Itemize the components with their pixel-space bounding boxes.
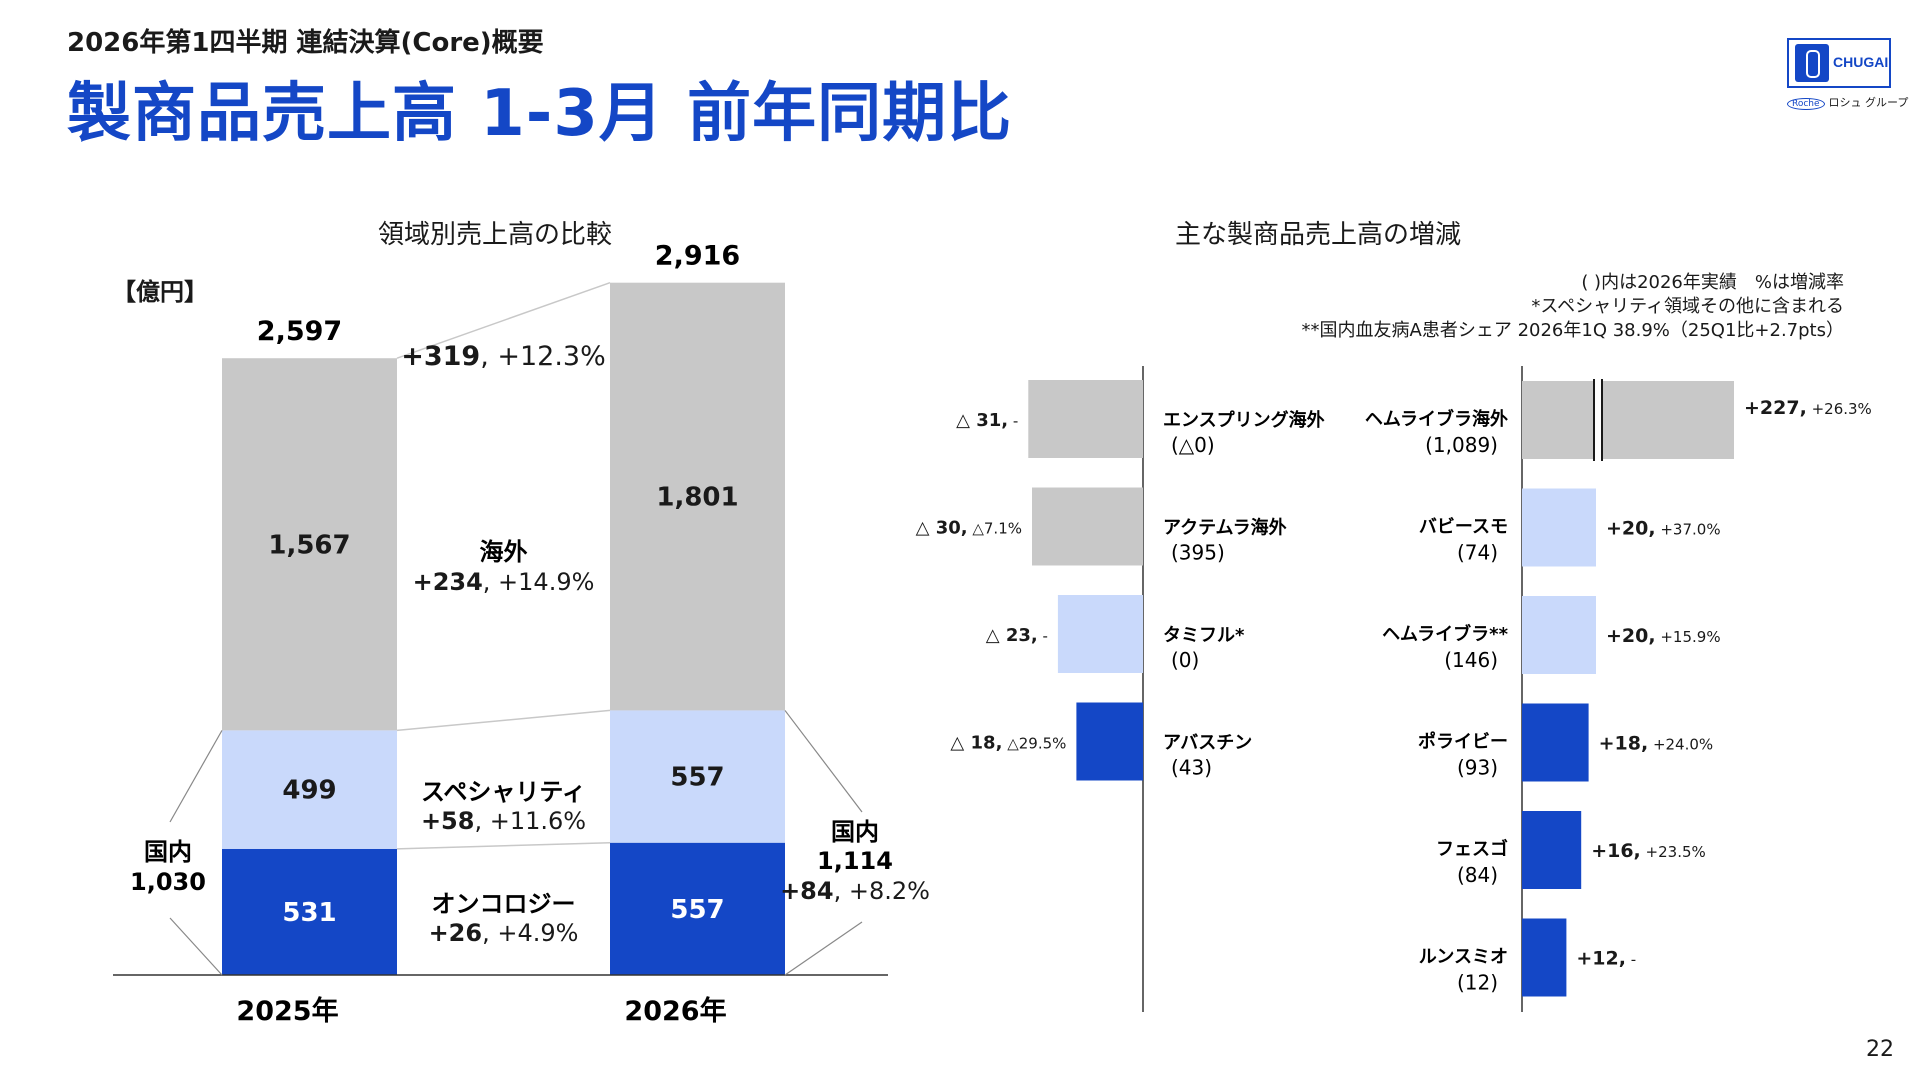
domestic-change: +84, +8.2% bbox=[780, 877, 930, 905]
decrease-actual-2: (0) bbox=[1171, 648, 1199, 672]
change-name-specialty: スペシャリティ bbox=[421, 778, 586, 806]
decrease-actual-3: (43) bbox=[1171, 756, 1212, 780]
increase-bar-4 bbox=[1522, 811, 1582, 889]
roche-badge: Roche bbox=[1787, 98, 1825, 110]
change-value-specialty: +58, +11.6% bbox=[421, 807, 586, 835]
page-title: 製商品売上高 1-3月 前年同期比 bbox=[67, 77, 1013, 151]
increase-actual-3: (93) bbox=[1457, 756, 1498, 780]
decrease-name-0: エンスプリング海外 bbox=[1163, 409, 1325, 431]
x-tick-label-0: 2025年 bbox=[236, 995, 338, 1027]
increase-name-4: フェスゴ bbox=[1436, 838, 1508, 860]
chugai-logo: CHUGAI bbox=[1787, 38, 1891, 88]
note-line-2: *スペシャリティ領域その他に含まれる bbox=[1531, 296, 1844, 317]
x-tick-label-1: 2026年 bbox=[624, 995, 726, 1027]
increase-bar-1 bbox=[1522, 488, 1596, 567]
decrease-bar-2 bbox=[1057, 595, 1143, 673]
increase-bar-3 bbox=[1522, 703, 1589, 782]
decrease-name-2: タミフル* bbox=[1163, 625, 1245, 646]
increase-actual-2: (146) bbox=[1444, 648, 1498, 672]
domestic-bracket-2026-top bbox=[784, 710, 863, 813]
increase-value-2: +20, +15.9% bbox=[1606, 625, 1721, 647]
note-line-3: **国内血友病A患者シェア 2026年1Q 38.9%（25Q1比+2.7pts… bbox=[1301, 320, 1844, 341]
increase-actual-5: (12) bbox=[1457, 971, 1498, 995]
bar-specialty-0 bbox=[222, 730, 397, 849]
page-number: 22 bbox=[1866, 1037, 1894, 1062]
increase-name-2: ヘムライブラ** bbox=[1382, 623, 1509, 645]
roche-group-label: Roche ロシュ グループ bbox=[1787, 94, 1908, 110]
increase-actual-0: (1,089) bbox=[1425, 433, 1498, 457]
increase-value-1: +20, +37.0% bbox=[1606, 518, 1721, 540]
chugai-mark-icon bbox=[1795, 44, 1829, 82]
domestic-value-2025: 1,030 bbox=[130, 868, 206, 896]
bar-value-specialty-1: 557 bbox=[670, 763, 724, 793]
increase-name-0: ヘムライブラ海外 bbox=[1365, 408, 1508, 430]
total-change-label: +319, +12.3% bbox=[401, 341, 606, 372]
change-name-overseas: 海外 bbox=[480, 538, 528, 566]
increase-actual-4: (84) bbox=[1457, 863, 1498, 887]
bar-total-0: 2,597 bbox=[257, 316, 342, 347]
axis-break-gap bbox=[1594, 379, 1602, 461]
roche-group-text: ロシュ グループ bbox=[1828, 96, 1909, 109]
bar-value-overseas-1: 1,801 bbox=[656, 483, 738, 513]
bar-total-1: 2,916 bbox=[655, 241, 740, 272]
connector-line-0 bbox=[396, 841, 611, 850]
left-section-title: 領域別売上高の比較 bbox=[378, 220, 613, 250]
increase-value-4: +16, +23.5% bbox=[1591, 840, 1706, 862]
bar-overseas-1 bbox=[610, 282, 785, 711]
increase-name-1: バビースモ bbox=[1419, 517, 1508, 538]
decrease-value-0: △ 31, - bbox=[956, 410, 1018, 431]
bar-value-overseas-0: 1,567 bbox=[268, 530, 350, 560]
change-value-oncology: +26, +4.9% bbox=[429, 919, 579, 947]
decrease-actual-0: (△0) bbox=[1171, 433, 1215, 457]
domestic-bracket-2025-top bbox=[169, 730, 223, 823]
product-change-chart: △ 31, - エンスプリング海外(△0) △ 30, △7.1% アクテムラ海外(3… bbox=[916, 366, 1872, 1012]
increase-bar-0 bbox=[1522, 381, 1734, 459]
domestic-bracket-2025-bottom bbox=[169, 917, 223, 976]
change-value-overseas: +234, +14.9% bbox=[413, 568, 595, 596]
decrease-bar-0 bbox=[1028, 380, 1143, 458]
increase-name-5: ルンスミオ bbox=[1419, 947, 1508, 968]
connector-line-1 bbox=[396, 709, 611, 732]
decrease-actual-1: (395) bbox=[1171, 541, 1225, 565]
decrease-value-3: △ 18, △29.5% bbox=[950, 733, 1066, 754]
bar-oncology-1 bbox=[610, 842, 785, 975]
domestic-label-2025: 国内 bbox=[144, 838, 192, 866]
bar-value-specialty-0: 499 bbox=[282, 776, 336, 806]
decrease-bar-1 bbox=[1032, 487, 1143, 566]
bar-specialty-1 bbox=[610, 710, 785, 843]
unit-label: 【億円】 bbox=[112, 278, 208, 306]
right-section-title: 主な製商品売上高の増減 bbox=[1175, 220, 1462, 250]
connector-line-2 bbox=[396, 281, 611, 359]
decrease-name-3: アバスチン bbox=[1163, 733, 1252, 754]
note-line-1: ( )内は2026年実績 %は増減率 bbox=[1581, 272, 1844, 293]
decrease-value-2: △ 23, - bbox=[986, 625, 1048, 646]
decrease-bar-3 bbox=[1076, 702, 1143, 781]
page-subtitle: 2026年第1四半期 連結決算(Core)概要 bbox=[67, 28, 544, 58]
bar-value-oncology-0: 531 bbox=[282, 898, 336, 928]
increase-value-3: +18, +24.0% bbox=[1599, 733, 1714, 755]
increase-value-5: +12, - bbox=[1576, 948, 1636, 970]
increase-name-3: ポライビー bbox=[1418, 731, 1508, 753]
bar-value-oncology-1: 557 bbox=[670, 895, 724, 925]
increase-bar-2 bbox=[1522, 596, 1596, 674]
increase-value-0: +227, +26.3% bbox=[1744, 397, 1872, 419]
decrease-value-1: △ 30, △7.1% bbox=[916, 518, 1022, 539]
change-name-oncology: オンコロジー bbox=[432, 890, 576, 918]
domestic-value-2026: 1,114 bbox=[817, 847, 893, 875]
segment-sales-chart: 531 499 1,567 2,597 2025年 557 557 1,801 2,916 202… bbox=[113, 241, 930, 1027]
bar-overseas-0 bbox=[222, 358, 397, 731]
logo-text: CHUGAI bbox=[1833, 54, 1889, 70]
decrease-name-1: アクテムラ海外 bbox=[1163, 517, 1287, 539]
bar-oncology-0 bbox=[222, 848, 397, 975]
increase-actual-1: (74) bbox=[1457, 541, 1498, 565]
domestic-bracket-2026-bottom bbox=[784, 921, 863, 976]
increase-bar-5 bbox=[1522, 918, 1567, 997]
domestic-label-2026: 国内 bbox=[831, 818, 879, 846]
